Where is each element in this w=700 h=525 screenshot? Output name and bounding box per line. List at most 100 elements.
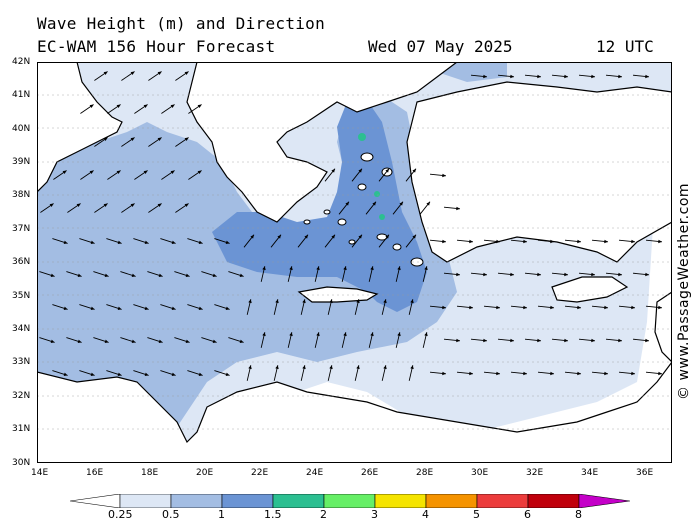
- direction-arrowhead-100: [383, 299, 387, 304]
- direction-arrowhead-20: [62, 170, 67, 174]
- lon-label-36e: 36E: [636, 468, 654, 478]
- direction-arrowhead-92: [171, 306, 176, 310]
- direction-arrowhead-127: [483, 338, 487, 343]
- wave-peak-south: [379, 214, 385, 220]
- direction-arrowhead-31: [49, 203, 54, 207]
- direction-arrowhead-8: [591, 74, 595, 79]
- direction-arrowhead-34: [130, 203, 135, 207]
- legend-label-4: 4: [422, 508, 429, 521]
- wave-map: [37, 62, 672, 463]
- wave-direction-arrows: [39, 71, 663, 381]
- direction-arrowhead-24: [170, 170, 175, 174]
- direction-arrowhead-70: [185, 273, 190, 277]
- direction-arrowhead-150: [496, 371, 500, 376]
- direction-arrowhead-66: [77, 273, 82, 277]
- direction-arrowhead-33: [103, 203, 108, 207]
- direction-arrowhead-63: [631, 239, 635, 244]
- direction-arrowhead-129: [537, 338, 541, 343]
- direction-arrowhead-73: [262, 266, 266, 271]
- direction-arrowhead-53: [358, 234, 362, 239]
- wave-height-legend: [70, 494, 630, 508]
- direction-arrowhead-0: [103, 71, 108, 75]
- direction-arrowhead-142: [275, 365, 279, 370]
- direction-arrowhead-121: [316, 332, 320, 337]
- direction-arrowhead-35: [157, 203, 162, 207]
- direction-arrowhead-28: [385, 168, 389, 173]
- direction-arrowhead-122: [343, 332, 347, 337]
- site-credit: © www.PassageWeather.com: [676, 182, 692, 400]
- direction-arrowhead-140: [225, 372, 230, 376]
- direction-arrowhead-116: [185, 339, 190, 343]
- direction-arrowhead-96: [275, 299, 279, 304]
- direction-arrowhead-36: [184, 203, 189, 207]
- legend-swatch-4: [272, 494, 325, 508]
- direction-arrowhead-110: [658, 305, 662, 310]
- wave-zone-light-north: [97, 62, 187, 132]
- direction-arrowhead-86: [618, 272, 622, 277]
- direction-arrowhead-6: [537, 74, 541, 79]
- direction-arrowhead-154: [604, 371, 608, 376]
- direction-arrowhead-91: [144, 306, 149, 310]
- legend-swatch-6: [374, 494, 427, 508]
- direction-arrowhead-10: [645, 74, 649, 79]
- legend-swatch-7: [425, 494, 478, 508]
- direction-arrowhead-19: [184, 137, 189, 141]
- direction-arrowhead-44: [117, 240, 122, 244]
- lat-label-37n: 37N: [12, 224, 31, 234]
- direction-arrowhead-76: [343, 266, 347, 271]
- direction-arrowhead-54: [385, 234, 389, 239]
- direction-arrowhead-2: [157, 71, 162, 75]
- direction-arrowhead-131: [591, 338, 595, 343]
- direction-arrowhead-38: [372, 201, 376, 206]
- direction-arrowhead-4: [483, 74, 487, 79]
- direction-arrowhead-49: [250, 234, 254, 239]
- direction-arrowhead-156: [658, 371, 662, 376]
- legend-swatch-0: [70, 494, 121, 508]
- lat-label-35n: 35N: [12, 291, 31, 301]
- direction-arrowhead-115: [158, 339, 163, 343]
- direction-arrowhead-94: [225, 306, 230, 310]
- land-italy: [37, 62, 123, 193]
- direction-arrowhead-135: [90, 372, 95, 376]
- direction-arrowhead-138: [171, 372, 176, 376]
- direction-arrowhead-41: [456, 206, 460, 211]
- direction-arrowhead-39: [399, 201, 403, 206]
- direction-arrowhead-125: [424, 332, 428, 337]
- forecast-date: Wed 07 May 2025: [368, 37, 513, 56]
- direction-arrowhead-55: [412, 234, 416, 239]
- direction-arrowhead-130: [564, 338, 568, 343]
- lat-label-36n: 36N: [12, 257, 31, 267]
- direction-arrowhead-22: [116, 170, 121, 174]
- direction-arrowhead-60: [550, 239, 554, 244]
- direction-arrowhead-120: [289, 332, 293, 337]
- lat-label-38n: 38N: [12, 190, 31, 200]
- direction-arrowhead-126: [456, 338, 460, 343]
- direction-arrowhead-153: [577, 371, 581, 376]
- direction-arrowhead-7: [564, 74, 568, 79]
- legend-label-1-5: 1.5: [264, 508, 282, 521]
- direction-arrowhead-137: [144, 372, 149, 376]
- direction-arrowhead-105: [523, 305, 527, 310]
- land-cyprus: [551, 276, 629, 303]
- legend-label-2: 2: [320, 508, 327, 521]
- wave-peak-mid: [374, 191, 380, 197]
- direction-arrowhead-45: [144, 240, 149, 244]
- direction-arrowhead-143: [302, 365, 306, 370]
- direction-arrowhead-29: [412, 168, 416, 173]
- direction-arrowhead-74: [289, 266, 293, 271]
- direction-arrowhead-58: [496, 239, 500, 244]
- direction-arrowhead-42: [63, 240, 68, 244]
- direction-arrowhead-52: [331, 234, 335, 239]
- forecast-model: EC-WAM 156 Hour Forecast: [37, 37, 276, 56]
- direction-arrowhead-136: [117, 372, 122, 376]
- lat-label-40n: 40N: [12, 124, 31, 134]
- direction-arrowhead-151: [523, 371, 527, 376]
- direction-arrowhead-61: [577, 239, 581, 244]
- land-crete: [297, 286, 379, 303]
- legend-label-0-5: 0.5: [162, 508, 180, 521]
- direction-arrowhead-133: [645, 338, 649, 343]
- lon-label-30e: 30E: [471, 468, 489, 478]
- direction-arrowhead-64: [658, 239, 662, 244]
- direction-arrowhead-134: [63, 372, 68, 376]
- direction-arrowhead-108: [604, 305, 608, 310]
